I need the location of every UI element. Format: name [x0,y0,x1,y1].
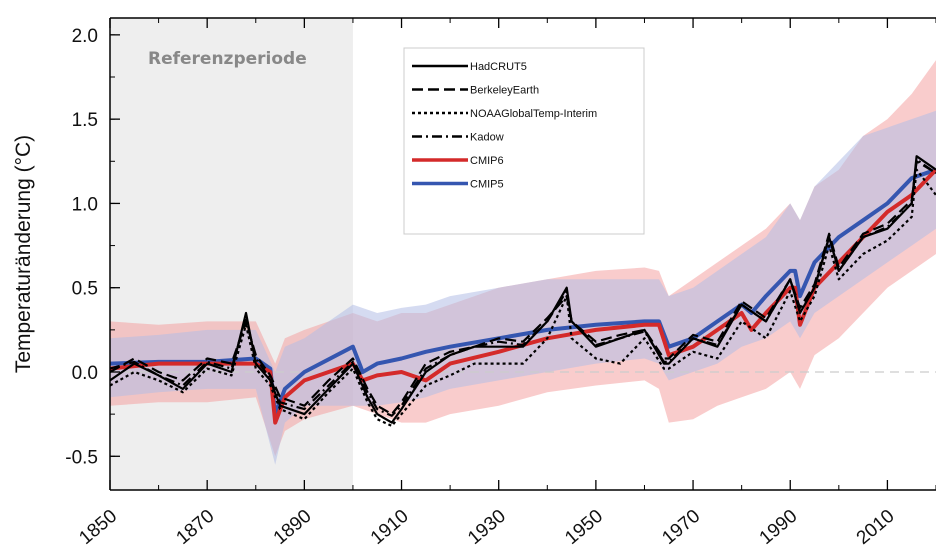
x-tick-label: 1850 [75,506,121,549]
series-line-berkeleyearth [109,160,936,416]
x-tick-label: 1890 [270,506,316,549]
y-tick-label: 2.0 [72,26,98,47]
legend-label-hadcrut5: HadCRUT5 [470,61,527,73]
legend-label-cmip6: CMIP6 [470,155,504,167]
y-tick-label: 0.5 [72,279,98,300]
series-line-noaaglobaltemp-interim [109,168,936,427]
x-tick-label: 1930 [464,506,510,549]
y-tick-label: 1.5 [72,110,98,131]
y-tick-label: 0.0 [72,363,98,384]
y-tick-label: 1.0 [72,194,98,215]
legend-label-berkeleyearth: BerkeleyEarth [470,85,539,97]
ref-period-shade [110,18,353,490]
x-tick-label: 1950 [561,506,607,549]
legend-label-cmip5: CMIP5 [470,179,504,191]
series-line-cmip6 [109,168,936,425]
legend-label-noaaglobaltemp: NOAAGlobalTemp-Interim [470,108,597,120]
y-axis-title: Temperaturänderung (°C) [12,135,35,373]
y-tick-label: -0.5 [65,447,98,468]
legend: HadCRUT5 BerkeleyEarth NOAAGlobalTemp-In… [403,47,645,235]
legend-box [403,47,645,235]
x-tick-label: 2010 [853,506,899,549]
x-tick-label: 1910 [367,506,413,549]
series-lines [109,155,936,427]
x-tick-label: 1970 [658,506,704,549]
series-line-kadow [109,158,936,417]
x-tick-label: 1870 [173,506,219,549]
ref-period-label: Referenzperiode [148,49,307,69]
legend-label-kadow: Kadow [470,132,504,144]
x-tick-label: 1990 [756,506,802,549]
